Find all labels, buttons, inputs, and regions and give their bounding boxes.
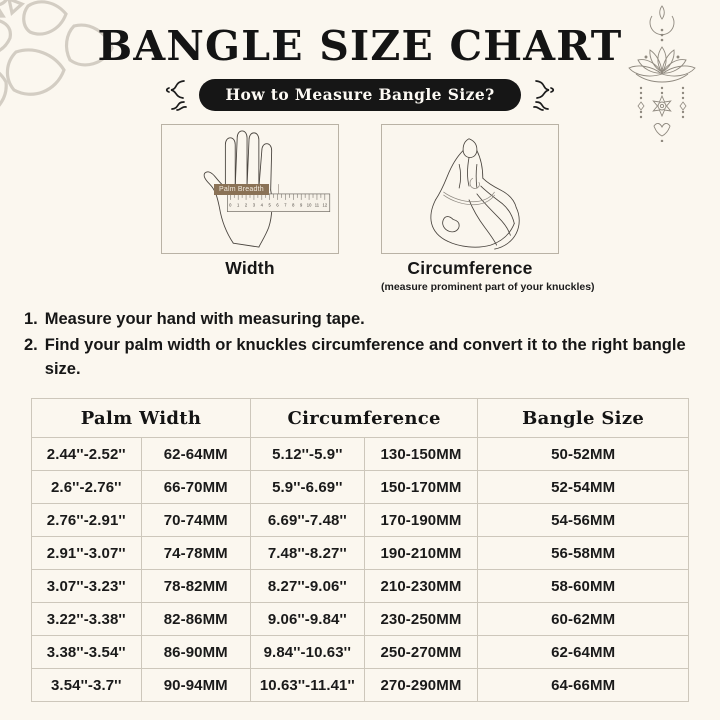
cell-palm-width-inch: 2.44''-2.52'' — [31, 437, 142, 471]
cell-palm-width-inch: 3.07''-3.23'' — [31, 569, 142, 603]
table-row: 3.38''-3.54'' 86-90MM 9.84''-10.63'' 250… — [31, 635, 689, 669]
svg-text:9: 9 — [300, 203, 303, 208]
cell-palm-width-mm: 66-70MM — [140, 470, 251, 504]
svg-text:7: 7 — [284, 203, 287, 208]
svg-text:6: 6 — [276, 203, 279, 208]
cell-circumference-mm: 150-170MM — [363, 470, 479, 504]
table-row: 2.44''-2.52'' 62-64MM 5.12''-5.9'' 130-1… — [31, 437, 689, 471]
table-row: 2.76''-2.91'' 70-74MM 6.69''-7.48'' 170-… — [31, 503, 689, 537]
cell-circumference-mm: 130-150MM — [363, 437, 479, 471]
svg-text:1: 1 — [237, 203, 240, 208]
cell-palm-width-inch: 3.38''-3.54'' — [31, 635, 142, 669]
cell-palm-width-mm: 70-74MM — [140, 503, 251, 537]
circumference-illustration-panel — [381, 124, 559, 254]
header-bangle-size: Bangle Size — [477, 398, 689, 438]
cell-palm-width-inch: 3.22''-3.38'' — [31, 602, 142, 636]
header-palm-width: Palm Width — [31, 398, 251, 438]
svg-text:10: 10 — [307, 203, 312, 208]
svg-text:12: 12 — [323, 203, 328, 208]
cell-bangle-size: 50-52MM — [477, 437, 689, 471]
circumference-caption-cell: Circumference (measure prominent part of… — [381, 258, 595, 293]
table-row: 2.91''-3.07'' 74-78MM 7.48''-8.27'' 190-… — [31, 536, 689, 570]
cell-circumference-inch: 7.48''-8.27'' — [250, 536, 365, 570]
svg-text:2: 2 — [245, 203, 248, 208]
cell-palm-width-inch: 2.6''-2.76'' — [31, 470, 142, 504]
cell-bangle-size: 58-60MM — [477, 569, 689, 603]
palm-breadth-tag: Palm Breadth — [214, 184, 269, 195]
cell-palm-width-mm: 90-94MM — [140, 668, 251, 702]
instruction-steps: 1. Measure your hand with measuring tape… — [24, 308, 696, 384]
cell-circumference-mm: 170-190MM — [363, 503, 479, 537]
svg-text:8: 8 — [292, 203, 295, 208]
header-circumference: Circumference — [249, 398, 479, 438]
cell-circumference-inch: 10.63''-11.41'' — [250, 668, 365, 702]
table-body: 2.44''-2.52'' 62-64MM 5.12''-5.9'' 130-1… — [31, 437, 689, 702]
cell-circumference-mm: 190-210MM — [363, 536, 479, 570]
subtitle-badge-row: How to Measure Bangle Size? — [0, 78, 720, 112]
cell-circumference-mm: 210-230MM — [363, 569, 479, 603]
step-text: Find your palm width or knuckles circumf… — [44, 336, 686, 378]
cell-circumference-inch: 5.9''-6.69'' — [250, 470, 365, 504]
cell-bangle-size: 62-64MM — [477, 635, 689, 669]
svg-text:11: 11 — [315, 203, 320, 208]
cell-palm-width-inch: 2.91''-3.07'' — [31, 536, 142, 570]
table-header: Palm Width Circumference Bangle Size — [31, 398, 689, 438]
cell-palm-width-mm: 62-64MM — [140, 437, 251, 471]
how-to-measure-badge: How to Measure Bangle Size? — [199, 79, 521, 111]
cell-palm-width-mm: 86-90MM — [140, 635, 251, 669]
cell-bangle-size: 60-62MM — [477, 602, 689, 636]
cell-circumference-inch: 8.27''-9.06'' — [250, 569, 365, 603]
hands-with-measuring-tape-illustration — [430, 138, 520, 250]
step-number: 1. — [24, 310, 38, 328]
table-row: 3.07''-3.23'' 78-82MM 8.27''-9.06'' 210-… — [31, 569, 689, 603]
cell-palm-width-inch: 2.76''-2.91'' — [31, 503, 142, 537]
cell-circumference-inch: 5.12''-5.9'' — [250, 437, 365, 471]
instruction-step: 1. Measure your hand with measuring tape… — [24, 308, 696, 331]
table-row: 2.6''-2.76'' 66-70MM 5.9''-6.69'' 150-17… — [31, 470, 689, 504]
width-caption: Width — [225, 258, 275, 278]
cell-bangle-size: 64-66MM — [477, 668, 689, 702]
step-text: Measure your hand with measuring tape. — [44, 310, 365, 328]
width-caption-cell: Width — [161, 258, 339, 293]
table-row: 3.22''-3.38'' 82-86MM 9.06''-9.84'' 230-… — [31, 602, 689, 636]
bangle-size-table: Palm Width Circumference Bangle Size 2.4… — [31, 398, 689, 702]
flourish-ornament-icon — [166, 80, 188, 111]
cell-bangle-size: 52-54MM — [477, 470, 689, 504]
svg-text:4: 4 — [261, 203, 264, 208]
cell-bangle-size: 56-58MM — [477, 536, 689, 570]
svg-text:0: 0 — [229, 203, 232, 208]
circumference-caption: Circumference — [407, 258, 533, 278]
cell-palm-width-inch: 3.54''-3.7'' — [31, 668, 142, 702]
cell-palm-width-mm: 74-78MM — [140, 536, 251, 570]
svg-text:3: 3 — [253, 203, 256, 208]
cell-circumference-mm: 270-290MM — [363, 668, 479, 702]
cell-bangle-size: 54-56MM — [477, 503, 689, 537]
page-title: BANGLE SIZE CHART — [97, 22, 623, 70]
instruction-step: 2. Find your palm width or knuckles circ… — [24, 334, 696, 381]
cell-circumference-inch: 6.69''-7.48'' — [250, 503, 365, 537]
cell-palm-width-mm: 78-82MM — [140, 569, 251, 603]
panel-captions: Width Circumference (measure prominent p… — [0, 258, 720, 293]
circumference-subcaption: (measure prominent part of your knuckles… — [381, 281, 595, 293]
cell-circumference-inch: 9.84''-10.63'' — [250, 635, 365, 669]
table-row: 3.54''-3.7'' 90-94MM 10.63''-11.41'' 270… — [31, 668, 689, 702]
cell-circumference-mm: 230-250MM — [363, 602, 479, 636]
cell-palm-width-mm: 82-86MM — [140, 602, 251, 636]
step-number: 2. — [24, 336, 38, 355]
flourish-ornament-icon — [532, 80, 554, 111]
table-header-row: Palm Width Circumference Bangle Size — [31, 398, 689, 438]
cell-circumference-inch: 9.06''-9.84'' — [250, 602, 365, 636]
svg-text:5: 5 — [269, 203, 272, 208]
cell-circumference-mm: 250-270MM — [363, 635, 479, 669]
